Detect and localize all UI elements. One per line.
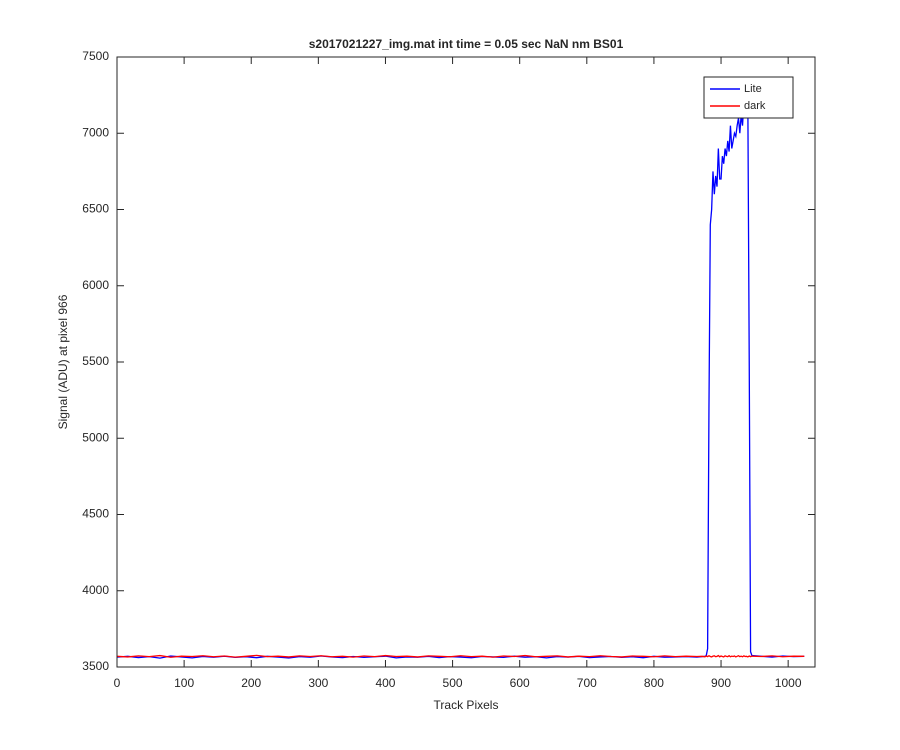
y-tick-label: 4500 — [82, 507, 109, 521]
y-tick-label: 5500 — [82, 354, 109, 368]
data-line — [116, 79, 805, 659]
x-tick-label: 800 — [644, 676, 664, 690]
x-tick-label: 400 — [375, 676, 395, 690]
x-tick-label: 0 — [114, 676, 121, 690]
x-tick-label: 300 — [308, 676, 328, 690]
x-tick-label: 600 — [510, 676, 530, 690]
plot-frame — [116, 56, 816, 668]
x-axis-label: Track Pixels — [434, 698, 499, 712]
legend-box — [703, 76, 794, 119]
x-tick-label: 900 — [711, 676, 731, 690]
legend-label: Lite — [744, 83, 762, 95]
y-tick-label: 6000 — [82, 278, 109, 292]
y-tick-label: 7500 — [82, 49, 109, 63]
legend-label: dark — [744, 100, 766, 112]
x-tick-label: 100 — [174, 676, 194, 690]
y-tick-label: 4000 — [82, 583, 109, 597]
x-tick-label: 1000 — [775, 676, 802, 690]
y-tick-label: 5000 — [82, 430, 109, 444]
y-tick-label: 3500 — [82, 659, 109, 673]
y-tick-label: 7000 — [82, 125, 109, 139]
x-tick-label: 700 — [577, 676, 597, 690]
x-tick-label: 500 — [443, 676, 463, 690]
chart-title: s2017021227_img.mat int time = 0.05 sec … — [309, 37, 624, 51]
x-tick-label: 200 — [241, 676, 261, 690]
y-tick-label: 6500 — [82, 202, 109, 216]
y-axis-label: Signal (ADU) at pixel 966 — [56, 294, 70, 429]
data-line — [116, 654, 805, 658]
